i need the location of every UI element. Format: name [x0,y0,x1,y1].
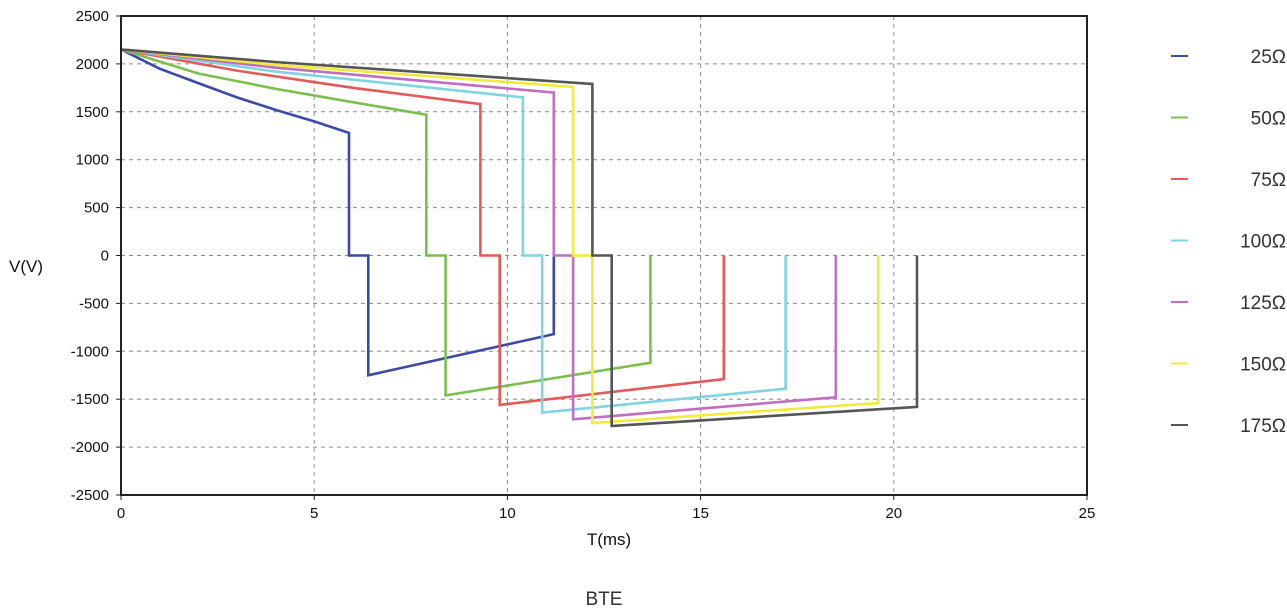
series-line-3 [120,48,787,415]
series-line-2 [120,48,726,407]
x-axis-label: T(ms) [587,530,631,549]
series-line-0 [120,48,556,377]
y-tick-label: 0 [101,248,109,265]
legend: 25Ω 50Ω 75Ω 100Ω 125Ω 150Ω 175Ω [1171,47,1286,437]
x-tick-label: 25 [1079,505,1096,522]
series-line-5 [120,48,880,425]
y-tick-label: -500 [79,295,109,312]
x-tick-label: 5 [310,505,318,522]
x-tick-label: 20 [885,505,902,522]
legend-label: 150Ω [1240,355,1286,376]
chart-caption: BTE [586,589,623,609]
y-axis-label: V(V) [9,257,43,276]
legend-label: 50Ω [1251,109,1286,130]
y-tick-label: 1500 [76,104,109,121]
y-tick-label: -1500 [71,391,109,408]
x-tick-label: 0 [117,505,125,522]
legend-label: 175Ω [1240,416,1286,437]
legend-label: 25Ω [1251,47,1286,68]
y-tick-label: 2000 [76,56,109,73]
series-line-4 [120,48,838,421]
y-tick-label: 1000 [76,152,109,169]
series-lines [120,48,919,428]
y-tick-label: -2500 [71,487,109,504]
y-axis-ticks: 2500 2000 1500 1000 500 0 -500 -1000 -1500 -2000 -… [71,8,121,504]
y-tick-label: -2000 [71,439,109,456]
y-tick-label: 500 [84,200,109,217]
legend-label: 125Ω [1240,293,1286,314]
x-axis-ticks: 0 5 10 15 20 25 [117,495,1096,522]
y-tick-label: -1000 [71,343,109,360]
x-tick-label: 10 [499,505,516,522]
series-line-1 [120,48,652,397]
y-tick-label: 2500 [76,8,109,25]
series-line-6 [120,48,919,428]
x-tick-label: 15 [692,505,709,522]
legend-label: 75Ω [1251,170,1286,191]
legend-label: 100Ω [1240,232,1286,253]
